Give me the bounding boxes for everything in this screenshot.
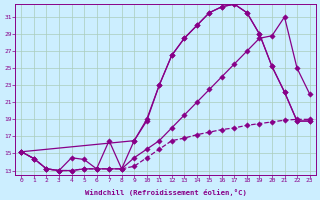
X-axis label: Windchill (Refroidissement éolien,°C): Windchill (Refroidissement éolien,°C) xyxy=(84,189,246,196)
